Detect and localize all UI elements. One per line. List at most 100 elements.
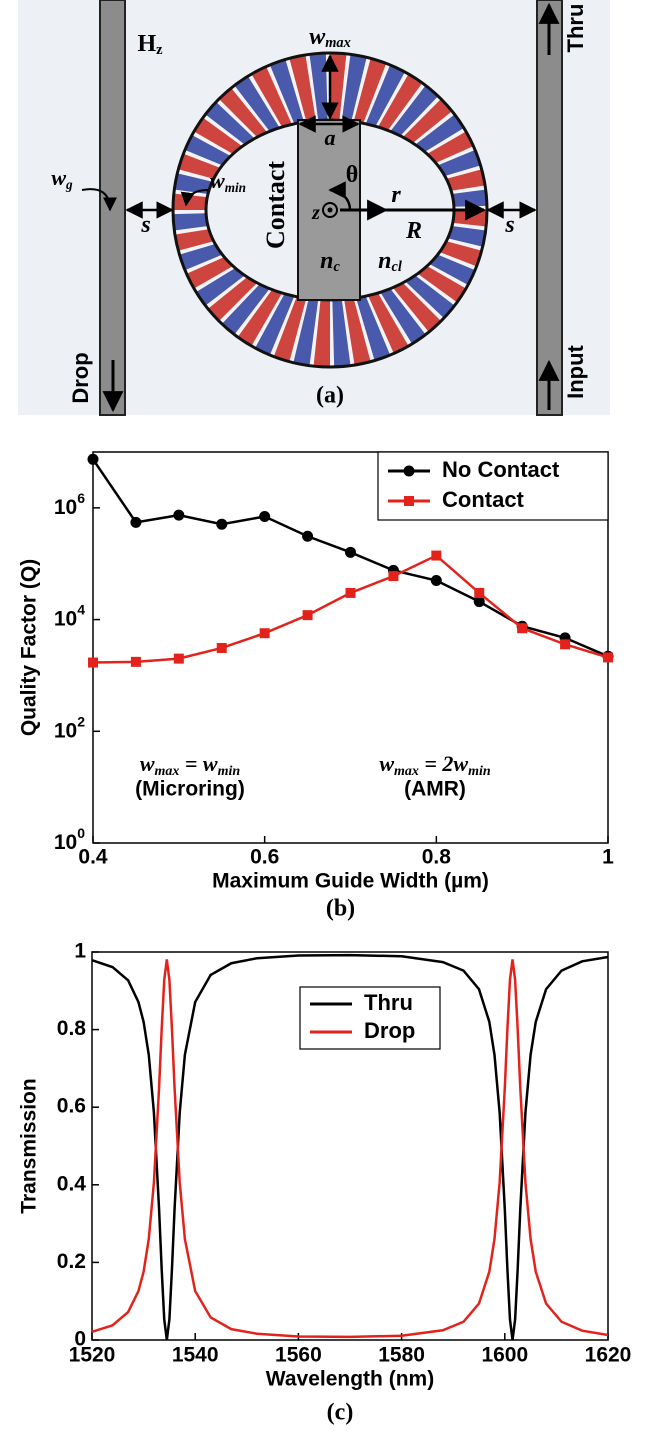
z-axis-dot bbox=[327, 207, 333, 213]
data-point bbox=[603, 652, 613, 663]
legend-label: Drop bbox=[364, 1018, 415, 1043]
caption: (a) bbox=[316, 383, 344, 409]
data-point bbox=[473, 596, 485, 608]
data-point bbox=[173, 653, 184, 664]
annotation: wmax = 2wmin bbox=[379, 751, 491, 779]
y-tick-label: 106 bbox=[54, 490, 85, 519]
x-tick-label: 1 bbox=[602, 846, 614, 869]
label-subscript: c bbox=[333, 259, 340, 275]
legend-marker bbox=[404, 496, 414, 506]
series-line bbox=[91, 953, 609, 1341]
annotation-subscript: max bbox=[394, 764, 419, 779]
data-point bbox=[87, 453, 99, 465]
y-tick-label: 1 bbox=[74, 940, 86, 963]
data-point bbox=[302, 530, 314, 542]
series-line bbox=[91, 959, 609, 1339]
diagram-label: s bbox=[140, 212, 150, 238]
z-axis-symbol bbox=[322, 202, 338, 218]
label-text: a bbox=[325, 125, 336, 150]
y-axis-label: Quality Factor (Q) bbox=[18, 559, 41, 736]
label-text: n bbox=[378, 248, 391, 274]
label-text: r bbox=[391, 182, 401, 208]
x-tick-label: 0.8 bbox=[422, 846, 452, 869]
data-point bbox=[88, 657, 98, 668]
annotation-text: w bbox=[379, 751, 394, 776]
tick-exponent: 4 bbox=[77, 601, 85, 617]
wmin-arrow bbox=[180, 189, 209, 207]
y-axis-label: Transmission bbox=[18, 1078, 41, 1213]
tick-base: 10 bbox=[54, 719, 77, 742]
label-text: w bbox=[210, 168, 225, 193]
diagram-label: Hz bbox=[137, 31, 163, 59]
label-text: Contact bbox=[261, 161, 290, 249]
diagram-label: Drop bbox=[68, 352, 93, 403]
theta-arrow bbox=[328, 181, 352, 211]
data-point bbox=[517, 623, 528, 634]
x-tick-label: 1580 bbox=[378, 1344, 425, 1367]
label-subscript: cl bbox=[391, 259, 401, 275]
tick-exponent: 0 bbox=[77, 825, 85, 841]
annotation-text: w bbox=[140, 751, 155, 776]
diagram-label: Input bbox=[563, 344, 588, 398]
data-point bbox=[130, 656, 141, 667]
data-point bbox=[216, 642, 227, 653]
annotation-note: (Microring) bbox=[135, 778, 245, 801]
legend-box bbox=[299, 986, 441, 1050]
diagram-label: nc bbox=[320, 248, 340, 276]
y-tick-label: 0.4 bbox=[57, 1172, 87, 1195]
data-point bbox=[474, 587, 485, 598]
legend-marker bbox=[403, 465, 415, 477]
wg-arrow bbox=[81, 188, 117, 212]
legend-label: Thru bbox=[364, 990, 413, 1015]
label-subscript: min bbox=[225, 180, 246, 195]
diagram-label: wmin bbox=[210, 168, 246, 195]
data-point bbox=[431, 550, 442, 561]
label-subscript: g bbox=[65, 177, 73, 192]
data-point bbox=[388, 571, 399, 582]
label-text: s bbox=[504, 212, 514, 238]
x-tick-label: 1620 bbox=[585, 1344, 632, 1367]
data-point bbox=[173, 509, 185, 521]
legend-label: No Contact bbox=[442, 457, 560, 482]
diagram-label: ncl bbox=[378, 248, 402, 276]
y-tick-label: 0.8 bbox=[57, 1017, 87, 1040]
label-text: H bbox=[137, 31, 156, 57]
x-tick-label: 0.6 bbox=[250, 846, 279, 869]
x-tick-label: 1520 bbox=[69, 1344, 116, 1367]
data-point bbox=[216, 518, 228, 530]
annotation-subscript: min bbox=[218, 764, 241, 779]
diagram-label: wg bbox=[51, 165, 73, 192]
diagram-label: R bbox=[405, 218, 422, 244]
diagram-label: wmax bbox=[309, 24, 351, 52]
drop-waveguide bbox=[99, 0, 126, 416]
label-subscript: max bbox=[325, 35, 351, 51]
tick-base: 10 bbox=[54, 831, 77, 854]
label-text: z bbox=[311, 202, 320, 224]
label-text: w bbox=[309, 24, 326, 50]
x-axis-label: Wavelength (nm) bbox=[266, 1368, 434, 1391]
diagram-label: Thru bbox=[563, 4, 588, 53]
label-text: θ bbox=[346, 162, 359, 188]
diagram-label: a bbox=[325, 125, 336, 150]
tick-exponent: 2 bbox=[77, 713, 85, 729]
data-point bbox=[560, 639, 571, 650]
x-tick-label: 1600 bbox=[481, 1344, 528, 1367]
diagram-label: s bbox=[504, 212, 514, 238]
annotation-subscript: max bbox=[155, 764, 180, 779]
y-tick-label: 0.2 bbox=[57, 1250, 86, 1273]
label-text: R bbox=[405, 218, 422, 244]
annotation-text: = 2w bbox=[419, 751, 469, 776]
data-point bbox=[259, 628, 270, 639]
annotation-note: (AMR) bbox=[404, 778, 466, 801]
label-subscript: z bbox=[156, 42, 163, 58]
diagram-label: r bbox=[391, 182, 401, 208]
tick-base: 10 bbox=[54, 607, 77, 630]
y-tick-label: 0.6 bbox=[57, 1095, 86, 1118]
y-tick-label: 0 bbox=[74, 1328, 86, 1351]
label-text: w bbox=[51, 165, 66, 190]
annotation-text: = w bbox=[179, 751, 218, 776]
label-text: s bbox=[140, 212, 150, 238]
data-point bbox=[345, 587, 356, 598]
